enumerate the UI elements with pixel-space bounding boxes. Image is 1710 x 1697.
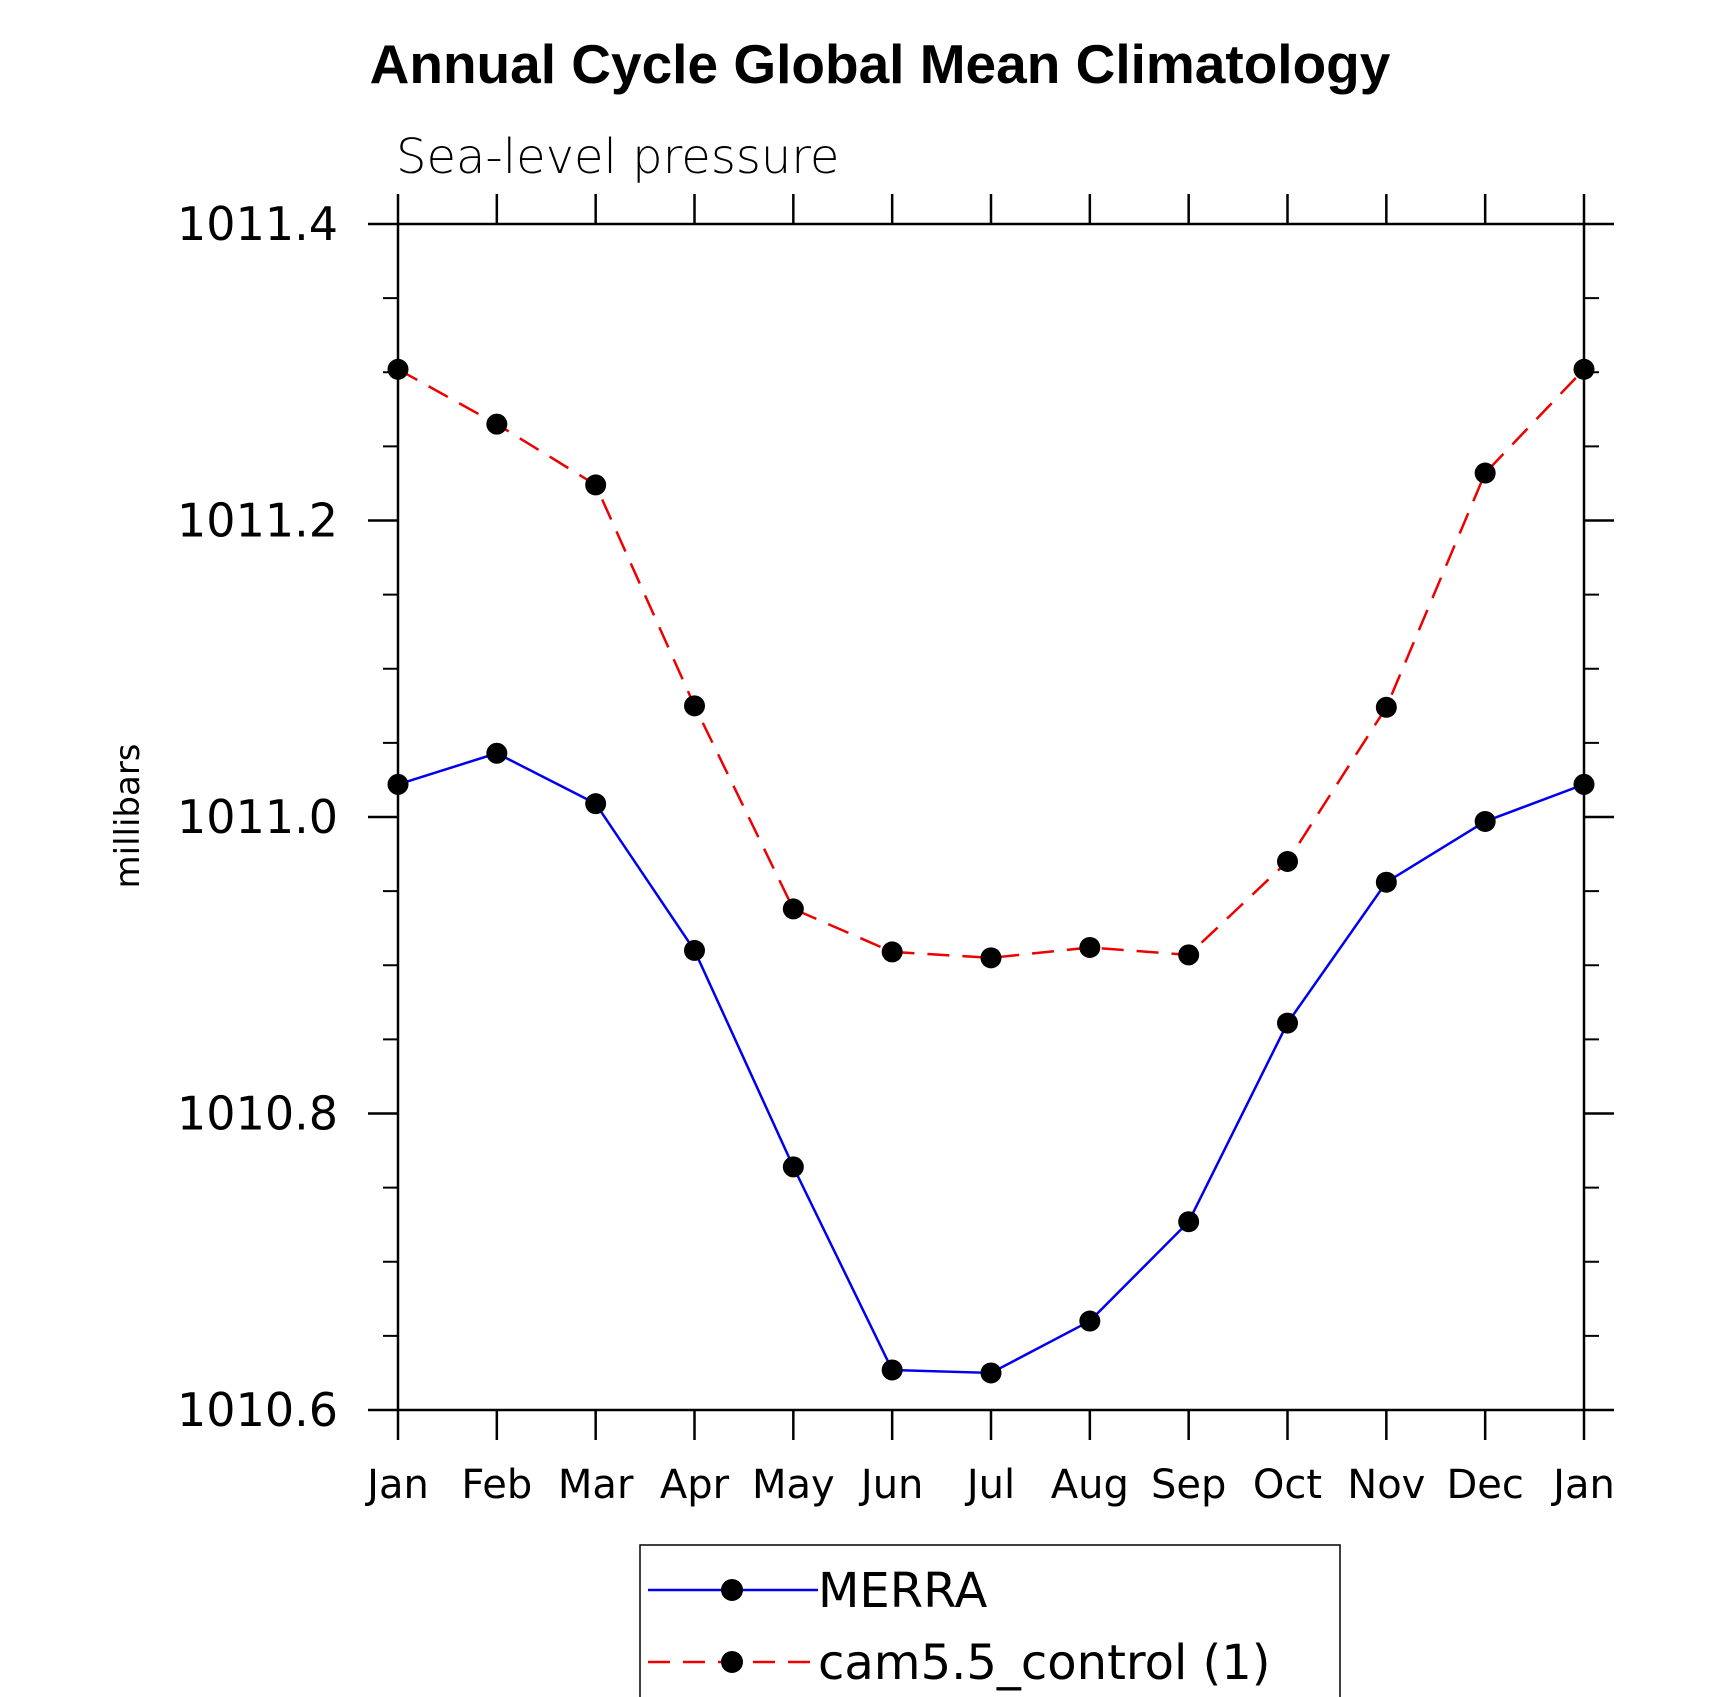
y-tick-labels: 1010.6 1010.8 1011.0 1011.2 1011.4 bbox=[177, 197, 338, 1437]
data-point-cam5-5-control bbox=[782, 898, 804, 920]
x-tick-label: Jan bbox=[364, 1462, 429, 1508]
chart-subtitle: Sea-level pressure bbox=[396, 129, 839, 185]
data-point-cam5-5-control bbox=[881, 941, 903, 963]
x-tick-label: May bbox=[752, 1462, 835, 1508]
x-tick-labels: Jan Feb Mar Apr May Jun Jul Aug Sep Oct Nov Dec Jan bbox=[364, 1462, 1615, 1508]
data-point-merra bbox=[881, 1359, 903, 1381]
x-tick-label: Oct bbox=[1253, 1462, 1322, 1508]
data-point-merra bbox=[684, 939, 705, 961]
data-point-merra bbox=[1178, 1211, 1200, 1233]
legend-box bbox=[639, 1544, 1341, 1697]
x-tick-label: Mar bbox=[558, 1462, 634, 1508]
legend-cam-label: cam5.5_control (1) bbox=[818, 1635, 1271, 1691]
y-tick-label: 1011.4 bbox=[177, 197, 338, 251]
series-line-merra bbox=[397, 752, 1585, 1375]
x-tick-label: Jun bbox=[858, 1462, 924, 1508]
x-tick-label: Feb bbox=[461, 1462, 532, 1508]
series-layer bbox=[387, 358, 1595, 1384]
data-point-merra bbox=[585, 793, 607, 815]
data-point-merra bbox=[1079, 1310, 1101, 1332]
legend-cam-marker bbox=[721, 1651, 743, 1673]
data-point-cam5-5-control bbox=[684, 695, 705, 717]
x-tick-label: Nov bbox=[1347, 1462, 1425, 1508]
data-point-merra bbox=[1277, 1012, 1298, 1034]
legend-merra-label: MERRA bbox=[818, 1563, 988, 1619]
plot-frame bbox=[396, 222, 1586, 1412]
x-tick-label: Jul bbox=[964, 1462, 1015, 1508]
data-point-merra bbox=[486, 742, 508, 764]
x-tick-label: Jan bbox=[1550, 1462, 1615, 1508]
x-tick-label: Aug bbox=[1051, 1462, 1129, 1508]
legend: MERRA cam5.5_control (1) bbox=[639, 1544, 1341, 1697]
y-tick-label: 1011.0 bbox=[177, 790, 338, 844]
data-point-cam5-5-control bbox=[980, 947, 1002, 969]
data-point-cam5-5-control bbox=[1178, 944, 1200, 966]
data-point-cam5-5-control bbox=[1277, 850, 1298, 872]
data-point-cam5-5-control bbox=[1474, 462, 1496, 484]
x-tick-label: Apr bbox=[660, 1462, 730, 1508]
data-point-merra bbox=[1474, 810, 1496, 832]
y-tick-label: 1010.8 bbox=[177, 1087, 338, 1141]
data-point-cam5-5-control bbox=[1375, 696, 1397, 718]
x-tick-label: Sep bbox=[1151, 1462, 1226, 1508]
data-point-merra bbox=[1375, 871, 1397, 893]
y-tick-label: 1011.2 bbox=[177, 494, 338, 548]
data-point-cam5-5-control bbox=[486, 413, 508, 435]
axis-ticks bbox=[368, 194, 1614, 1440]
data-point-cam5-5-control bbox=[585, 474, 607, 496]
data-point-cam5-5-control bbox=[1079, 936, 1101, 958]
y-tick-label: 1010.6 bbox=[177, 1383, 338, 1437]
data-point-merra bbox=[980, 1362, 1002, 1384]
y-axis-title: millibars bbox=[108, 743, 148, 888]
x-tick-label: Dec bbox=[1446, 1462, 1523, 1508]
legend-merra-marker bbox=[721, 1579, 743, 1601]
data-point-merra bbox=[782, 1156, 804, 1178]
chart-title: Annual Cycle Global Mean Climatology bbox=[370, 33, 1391, 95]
